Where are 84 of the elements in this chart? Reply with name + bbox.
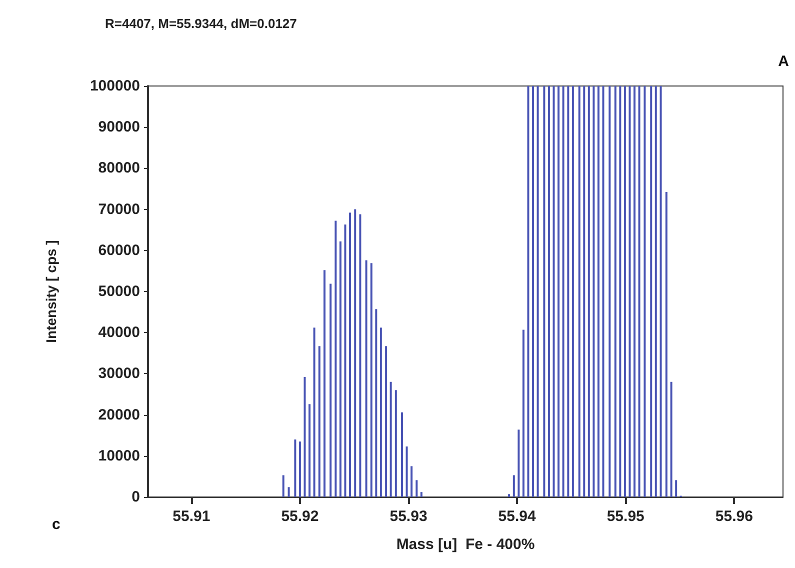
bar (344, 224, 346, 497)
bar (385, 346, 388, 497)
bar (670, 382, 672, 497)
bar (558, 86, 560, 497)
bar (597, 86, 600, 497)
bar (675, 480, 678, 497)
bar (619, 86, 622, 497)
y-tick-label: 10000 (98, 447, 140, 464)
x-tick-label: 55.95 (606, 508, 644, 525)
bar (532, 86, 534, 497)
bar (650, 86, 652, 497)
bar (334, 220, 337, 497)
bar (313, 328, 316, 497)
bar (628, 86, 631, 497)
x-tick-label: 55.94 (498, 508, 536, 525)
text: A (778, 53, 790, 70)
bar (330, 284, 332, 497)
x-tick-label: 55.96 (715, 508, 753, 525)
y-tick-label: 40000 (98, 324, 140, 342)
bar (522, 330, 524, 497)
bar (390, 382, 392, 497)
bar (288, 487, 290, 497)
bar (323, 270, 326, 497)
bar (527, 86, 530, 497)
x-tick-label: 55.92 (281, 508, 319, 525)
bar (339, 241, 342, 497)
bar (349, 212, 352, 497)
bar (588, 86, 590, 497)
bar (298, 442, 301, 497)
bar (416, 480, 418, 497)
bar (304, 376, 306, 497)
bar (282, 475, 284, 497)
bar (401, 412, 403, 497)
bar (318, 346, 320, 497)
bar (562, 86, 564, 497)
bar (375, 309, 378, 497)
bar (567, 86, 570, 497)
bar (592, 86, 595, 497)
text: c (52, 516, 60, 533)
bar (406, 446, 408, 497)
x-tick-label: 55.93 (390, 508, 428, 525)
bar (536, 86, 539, 497)
bar (624, 86, 626, 497)
bar (512, 475, 515, 497)
bar (370, 263, 372, 497)
bar (410, 466, 413, 497)
x-tick-label: 55.91 (172, 508, 210, 525)
bar (548, 86, 550, 497)
bar (294, 439, 296, 497)
bar (578, 86, 580, 497)
bar (518, 430, 520, 497)
bar (552, 86, 555, 497)
bar (602, 86, 604, 497)
bar (359, 214, 362, 497)
y-tick-label: 30000 (98, 365, 140, 382)
y-tick-label: 0 (132, 488, 140, 506)
bar (634, 86, 636, 497)
bar (308, 404, 311, 497)
bar (572, 86, 574, 497)
bar (508, 494, 510, 497)
bar (365, 260, 368, 497)
y-axis-title: Intensity [ cps ] (43, 240, 59, 343)
y-tick-label: 60000 (98, 242, 140, 259)
bar (665, 192, 668, 497)
bar (608, 86, 611, 497)
bar (583, 86, 586, 497)
bar (654, 86, 657, 497)
bar (420, 492, 422, 497)
bar (394, 390, 397, 497)
chart-title: R=4407, M=55.9344, dM=0.0127 (105, 16, 297, 31)
y-tick-label: 50000 (98, 283, 140, 300)
y-tick-label: 100000 (90, 78, 140, 94)
bar (638, 86, 640, 497)
x-axis-title: Mass [u] Fe - 400% (396, 536, 535, 553)
y-tick-label: 70000 (98, 200, 140, 218)
bar (644, 86, 646, 497)
bar (354, 209, 356, 497)
y-tick-label: 90000 (98, 118, 140, 136)
bar (543, 86, 546, 497)
bar (660, 86, 662, 497)
bar (380, 328, 382, 497)
y-tick-label: 80000 (98, 160, 140, 177)
bar (614, 86, 616, 497)
y-tick-label: 20000 (98, 406, 140, 424)
